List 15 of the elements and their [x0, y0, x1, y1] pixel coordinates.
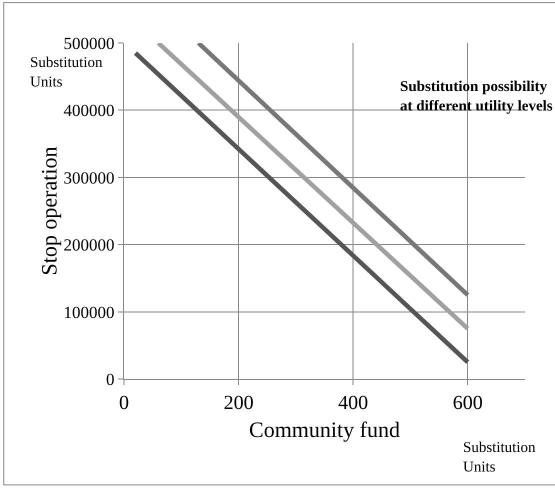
- y-tick-label: 300000: [63, 168, 114, 188]
- x-tick-label: 200: [224, 392, 254, 414]
- y-tick-label: 500000: [63, 34, 114, 53]
- y-tick-label: 100000: [63, 302, 114, 322]
- y-tick-label: 200000: [63, 236, 114, 255]
- text: Substitution possibility at different utility levels: [400, 79, 553, 114]
- text: Substitution Units: [30, 55, 104, 90]
- x-tick-label: 400: [338, 392, 368, 414]
- y-axis-title: Stop operation: [36, 146, 62, 276]
- x-tick-label: 0: [119, 392, 129, 414]
- y-tick-label: 400000: [63, 101, 114, 120]
- text: Substitution Units: [463, 440, 536, 476]
- x-axis-title: Community fund: [249, 417, 400, 442]
- y-tick-label: 0: [106, 370, 114, 389]
- x-tick-label: 600: [452, 392, 483, 414]
